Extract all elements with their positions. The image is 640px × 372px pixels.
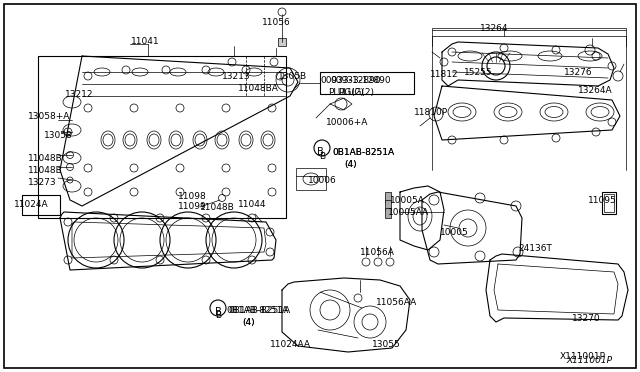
Text: PLUG(2): PLUG(2) xyxy=(328,88,364,97)
Text: 11099: 11099 xyxy=(178,202,207,211)
Text: 00933-12890: 00933-12890 xyxy=(320,76,381,85)
Text: 24136T: 24136T xyxy=(518,244,552,253)
Text: 11024AA: 11024AA xyxy=(270,340,311,349)
Text: 11095: 11095 xyxy=(588,196,617,205)
Text: 13212: 13212 xyxy=(65,90,93,99)
Bar xyxy=(38,56,286,218)
Text: 10005A: 10005A xyxy=(390,196,425,205)
Bar xyxy=(385,200,391,210)
Text: X111001P: X111001P xyxy=(560,352,606,361)
Bar xyxy=(602,192,616,214)
Text: B: B xyxy=(214,307,221,317)
Text: 11048BA: 11048BA xyxy=(238,84,279,93)
Text: 11810P: 11810P xyxy=(414,108,448,117)
Text: 11812: 11812 xyxy=(430,70,459,79)
Text: 11048B: 11048B xyxy=(28,166,63,175)
Text: 13276: 13276 xyxy=(564,68,593,77)
Text: 15255: 15255 xyxy=(464,68,493,77)
Text: 11044: 11044 xyxy=(238,200,266,209)
Text: 10006: 10006 xyxy=(308,176,337,185)
Bar xyxy=(385,208,391,218)
Text: 13058: 13058 xyxy=(44,131,73,140)
Text: 13213: 13213 xyxy=(222,72,251,81)
Bar xyxy=(604,194,614,212)
Text: 11056: 11056 xyxy=(262,18,291,27)
Text: 11048B: 11048B xyxy=(200,203,235,212)
Text: X111001P: X111001P xyxy=(566,356,612,365)
Text: 13058+A: 13058+A xyxy=(28,112,70,121)
Bar xyxy=(385,192,391,202)
Text: B: B xyxy=(319,151,325,160)
Text: 1305B: 1305B xyxy=(278,72,307,81)
Text: 13055: 13055 xyxy=(372,340,401,349)
Text: 13264A: 13264A xyxy=(578,86,612,95)
Text: 0B1AB-8251A: 0B1AB-8251A xyxy=(228,306,290,315)
Bar xyxy=(320,72,414,94)
Text: 13264: 13264 xyxy=(480,24,509,33)
Text: B: B xyxy=(317,147,323,157)
Text: (4): (4) xyxy=(344,160,356,169)
Text: 11048B: 11048B xyxy=(28,154,63,163)
Text: (4): (4) xyxy=(242,318,255,327)
Text: 11024A: 11024A xyxy=(14,200,49,209)
Bar xyxy=(432,28,626,30)
Text: (4): (4) xyxy=(242,318,255,327)
Text: 0B1AB-8251A: 0B1AB-8251A xyxy=(332,148,394,157)
Text: 11056A: 11056A xyxy=(360,248,395,257)
Text: 10006+A: 10006+A xyxy=(326,118,369,127)
Text: 10005AA: 10005AA xyxy=(388,208,429,217)
Text: 13270: 13270 xyxy=(572,314,600,323)
Text: PLUG(2): PLUG(2) xyxy=(338,88,374,97)
Text: 10005: 10005 xyxy=(440,228,468,237)
Text: 13273: 13273 xyxy=(28,178,56,187)
Text: 11041: 11041 xyxy=(131,37,159,46)
Text: 00933-12890: 00933-12890 xyxy=(330,76,390,85)
Text: 0B1AB-8251A: 0B1AB-8251A xyxy=(332,148,394,157)
Text: 11056AA: 11056AA xyxy=(376,298,417,307)
Text: 0B1AB-8251A: 0B1AB-8251A xyxy=(226,306,288,315)
Text: B: B xyxy=(215,311,221,321)
Bar xyxy=(278,38,286,46)
Bar xyxy=(296,168,326,190)
Text: (4): (4) xyxy=(344,160,356,169)
Text: 11098: 11098 xyxy=(178,192,207,201)
